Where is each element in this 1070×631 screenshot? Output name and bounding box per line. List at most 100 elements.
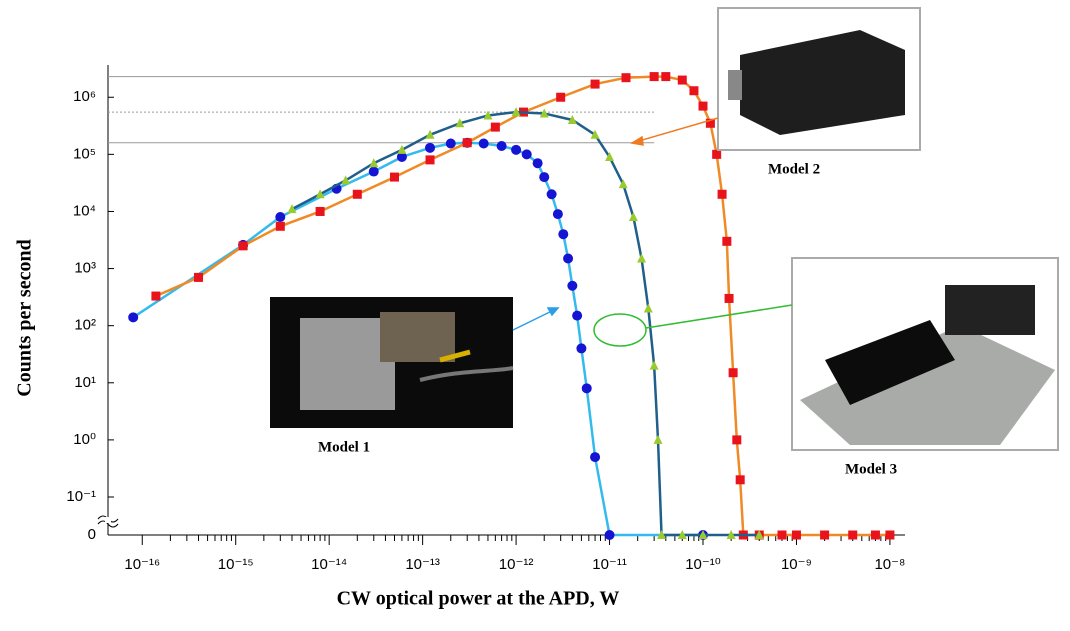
point <box>368 166 379 177</box>
point <box>369 158 379 168</box>
point <box>820 530 830 540</box>
y-tick-label: 10³ <box>74 260 96 277</box>
point <box>552 209 563 220</box>
point <box>352 189 362 199</box>
point <box>511 144 522 155</box>
point <box>726 530 736 539</box>
point <box>732 435 742 445</box>
x-axis-title: CW optical power at the APD, W <box>337 588 620 610</box>
point <box>425 142 436 153</box>
point <box>556 92 566 102</box>
point <box>194 272 204 282</box>
point <box>590 129 600 139</box>
x-tick-label: 10⁻¹¹ <box>592 556 627 573</box>
point <box>425 129 435 139</box>
point <box>567 114 577 124</box>
point <box>483 110 493 120</box>
point <box>478 138 489 149</box>
x-tick-label: 10⁻¹⁰ <box>685 556 721 573</box>
point <box>275 211 286 222</box>
point <box>490 122 500 132</box>
x-tick-label: 10⁻¹³ <box>405 556 440 573</box>
point <box>689 86 699 96</box>
y-tick-label: 10⁵ <box>73 145 96 162</box>
point <box>649 360 659 370</box>
point <box>576 343 587 354</box>
point <box>605 151 615 161</box>
point <box>238 241 248 251</box>
x-tick-label: 10⁻⁹ <box>781 556 812 573</box>
point <box>717 189 727 199</box>
point <box>315 206 325 216</box>
point <box>618 179 628 189</box>
point <box>511 107 521 117</box>
point <box>521 149 532 160</box>
point <box>777 530 787 540</box>
point <box>698 530 708 539</box>
point <box>705 118 715 128</box>
point <box>643 303 653 313</box>
point <box>425 155 435 165</box>
point <box>539 172 550 183</box>
callouts <box>512 117 793 347</box>
point <box>870 530 880 540</box>
y-tick-label: 10⁰ <box>73 431 96 448</box>
point <box>657 530 667 539</box>
plot: 0 10⁻¹ 10⁰ 10¹ 10² 10³ 10⁴ 10⁵ 10⁶ 10⁻¹⁶ 10⁻¹⁵ 10⁻¹… <box>66 65 905 573</box>
point <box>653 434 663 444</box>
x-tick-label: 10⁻¹⁵ <box>218 556 254 573</box>
caption: Model 2 <box>768 161 820 177</box>
point <box>885 530 895 540</box>
point <box>496 141 507 152</box>
x-tick-label: 10⁻¹² <box>499 556 534 573</box>
point <box>628 211 638 221</box>
point <box>649 72 659 82</box>
y-tick-label: 10² <box>74 317 96 334</box>
point <box>724 293 734 303</box>
point <box>558 229 569 240</box>
point <box>581 383 592 394</box>
point <box>128 312 139 323</box>
point <box>677 530 687 539</box>
point <box>754 530 764 539</box>
point <box>532 158 543 169</box>
y-tick-label: 10⁶ <box>73 88 96 105</box>
y-tick-label: 10⁻¹ <box>66 488 96 505</box>
x-tick-label: 10⁻⁸ <box>874 556 905 573</box>
x-tick-label: 10⁻¹⁴ <box>311 556 347 573</box>
point <box>604 530 615 540</box>
point <box>567 280 578 291</box>
point <box>590 452 601 463</box>
point <box>791 530 801 540</box>
point <box>546 189 557 200</box>
point <box>445 138 456 149</box>
point <box>397 144 407 154</box>
y-tick-label: 0 <box>88 526 96 543</box>
point <box>389 172 399 182</box>
point <box>455 118 465 128</box>
point <box>590 79 600 89</box>
point <box>315 189 325 199</box>
point <box>661 72 671 82</box>
photo-model-2 <box>717 7 921 151</box>
y-tick-label: 10¹ <box>74 374 96 391</box>
point <box>462 138 472 148</box>
y-tick-label: 10⁴ <box>73 202 96 219</box>
point <box>151 291 161 301</box>
photo-model-3 <box>791 257 1059 451</box>
point <box>396 151 407 162</box>
point <box>712 149 722 159</box>
point <box>637 253 647 263</box>
y-axis-title: Counts per second <box>14 239 36 396</box>
point <box>698 101 708 111</box>
point <box>722 236 732 246</box>
point <box>287 204 297 214</box>
series-line <box>132 141 704 537</box>
caption: Model 1 <box>318 439 370 455</box>
caption: Model 3 <box>845 461 897 477</box>
axis-break-gap <box>105 517 111 523</box>
point <box>728 368 738 378</box>
point <box>735 475 745 485</box>
series-line <box>291 110 760 537</box>
